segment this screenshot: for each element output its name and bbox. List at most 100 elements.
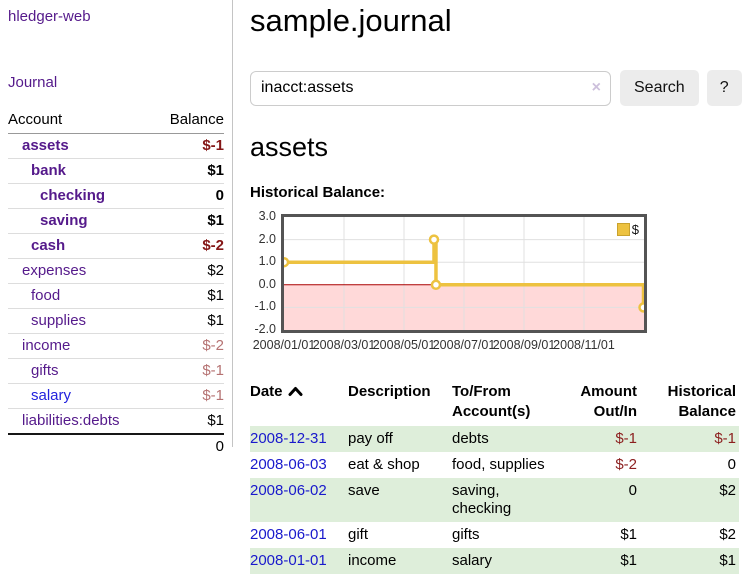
sidebar-divider: [232, 0, 233, 447]
transaction-amount: $-2: [615, 456, 637, 473]
clear-search-icon[interactable]: ×: [591, 78, 601, 96]
account-balance: $1: [153, 208, 224, 234]
register-row: 2008-06-02 save saving, checking 0 $2: [250, 478, 739, 522]
transaction-date-link[interactable]: 2008-06-03: [250, 456, 327, 473]
account-link-bank[interactable]: bank: [31, 162, 67, 179]
transaction-description: pay off: [348, 430, 393, 447]
search-button[interactable]: Search: [620, 70, 699, 106]
account-link-liabilities-debts[interactable]: liabilities:debts: [22, 412, 120, 429]
nav-journal-link[interactable]: Journal: [8, 74, 58, 91]
account-row: assets $-1: [8, 134, 224, 159]
account-link-income[interactable]: income: [22, 337, 71, 354]
account-row: liabilities:debts $1: [8, 408, 224, 434]
register-header-date[interactable]: Date: [250, 380, 348, 426]
account-row: gifts $-1: [8, 358, 224, 384]
accounts-total-value: 0: [153, 433, 224, 459]
search-input[interactable]: [250, 70, 611, 106]
account-balance: $1: [153, 283, 224, 309]
transaction-amount: $1: [620, 526, 637, 543]
account-balance: 0: [153, 183, 224, 209]
account-balance: $1: [153, 308, 224, 334]
account-link-food[interactable]: food: [31, 287, 61, 304]
chart-legend: $: [616, 222, 639, 237]
transaction-date-link[interactable]: 2008-01-01: [250, 552, 327, 569]
account-row: salary $-1: [8, 383, 224, 409]
transaction-description: income: [348, 552, 397, 569]
account-balance: $2: [153, 258, 224, 284]
account-link-assets[interactable]: assets: [22, 137, 69, 154]
transaction-accounts: food, supplies: [452, 456, 545, 473]
app-title-link[interactable]: hledger-web: [8, 8, 91, 25]
search-row: × Search ?: [250, 70, 742, 106]
register-row: 2008-06-01 gift gifts $1 $2: [250, 522, 739, 548]
register-header-amount: Amount Out/In: [580, 383, 637, 420]
transaction-balance: $2: [719, 526, 736, 543]
account-link-supplies[interactable]: supplies: [31, 312, 87, 329]
account-link-saving[interactable]: saving: [40, 212, 88, 229]
x-tick-label: 2008/07/01: [432, 338, 496, 352]
y-tick-label: 2.0: [258, 231, 276, 246]
account-balance: $-2: [153, 333, 224, 359]
account-row: bank $1: [8, 158, 224, 184]
y-tick-label: 1.0: [258, 254, 276, 269]
transaction-date-link[interactable]: 2008-12-31: [250, 430, 327, 447]
transaction-amount: 0: [628, 482, 637, 499]
account-balance: $-1: [202, 137, 224, 154]
transaction-description: gift: [348, 526, 369, 543]
y-tick-label: 3.0: [258, 209, 276, 223]
x-tick-label: 2008/05/01: [372, 338, 436, 352]
transaction-amount: $1: [620, 552, 637, 569]
transaction-accounts: salary: [452, 552, 493, 569]
account-row: supplies $1: [8, 308, 224, 334]
register-header-description: Description: [348, 383, 431, 400]
account-link-checking[interactable]: checking: [40, 187, 106, 204]
account-row: expenses $2: [8, 258, 224, 284]
account-row: income $-2: [8, 333, 224, 359]
account-link-gifts[interactable]: gifts: [31, 362, 59, 379]
x-tick-label: 2008/09/01: [492, 338, 556, 352]
transaction-balance: $-1: [714, 430, 736, 447]
account-balance: $-1: [153, 383, 224, 409]
register-row: 2008-12-31 pay off debts $-1 $-1: [250, 426, 739, 452]
accounts-header-balance: Balance: [153, 107, 224, 134]
transaction-date-link[interactable]: 2008-06-02: [250, 482, 327, 499]
x-tick-label: 2008/03/01: [312, 338, 376, 352]
account-balance: $1: [153, 408, 224, 434]
transaction-amount: $-1: [615, 430, 637, 447]
legend-swatch-icon: [616, 223, 630, 236]
chart-label: Historical Balance:: [250, 184, 386, 201]
x-tick-label: 2008/11/01: [553, 338, 615, 352]
x-tick-label: 2008/01/01: [252, 338, 316, 352]
account-link-salary[interactable]: salary: [31, 387, 72, 404]
account-link-cash[interactable]: cash: [31, 237, 66, 254]
account-balance: $1: [153, 158, 224, 184]
transaction-description: eat & shop: [348, 456, 420, 473]
transaction-balance: $1: [719, 552, 736, 569]
register-header-accounts: To/From Account(s): [452, 383, 531, 420]
account-balance: $-2: [153, 233, 224, 259]
transaction-date-link[interactable]: 2008-06-01: [250, 526, 327, 543]
transaction-accounts: debts: [452, 430, 489, 447]
transaction-balance: 0: [727, 456, 736, 473]
account-heading: assets: [250, 132, 329, 162]
accounts-header-account: Account: [8, 107, 154, 134]
register-table: Date Description To/From Account(s) Amount …: [250, 380, 739, 574]
transaction-balance: $2: [719, 482, 736, 499]
page-title: sample.journal: [250, 3, 452, 38]
sort-ascending-icon: [288, 387, 303, 396]
balance-chart: $ 3.0 2.0 1.0 0.0 -1.0 -2.0 2008/01/01 2008/03/…: [248, 209, 742, 356]
sidebar: hledger-web Journal Account Balance asse…: [0, 0, 232, 459]
help-button[interactable]: ?: [706, 70, 742, 106]
transaction-accounts: saving, checking: [452, 482, 512, 517]
account-row: checking 0: [8, 183, 224, 209]
register-row: 2008-01-01 income salary $1 $1: [250, 548, 739, 574]
y-tick-label: 0.0: [258, 276, 276, 291]
y-tick-label: -1.0: [254, 299, 276, 314]
legend-label: $: [631, 222, 639, 237]
y-tick-label: -2.0: [254, 322, 276, 336]
transaction-accounts: gifts: [452, 526, 480, 543]
account-row: cash $-2: [8, 233, 224, 259]
account-balance: $-1: [153, 358, 224, 384]
account-link-expenses[interactable]: expenses: [22, 262, 87, 279]
